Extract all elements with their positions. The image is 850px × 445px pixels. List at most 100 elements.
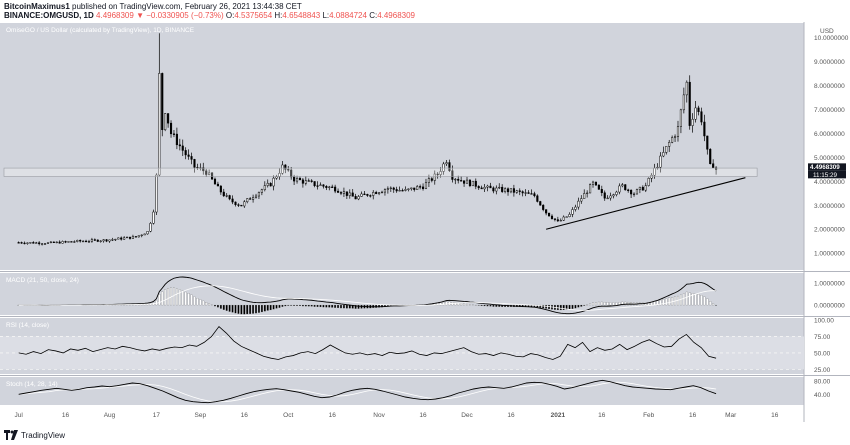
low-value: 4.0884724 [329, 11, 367, 20]
candle-body [26, 242, 29, 244]
candle-body [609, 195, 612, 199]
candle-body [17, 242, 20, 244]
rsi-pane-ytick-label: 100.00 [814, 317, 834, 324]
macd-histogram-bar [199, 299, 202, 306]
candle-body [167, 113, 170, 124]
candle-body [547, 212, 551, 217]
candle-body [621, 184, 624, 187]
candle-body [463, 180, 466, 184]
symbol-label: BINANCE:OMGUSD, 1D [4, 11, 94, 20]
macd-histogram-bar [187, 293, 190, 306]
macd-histogram-bar [580, 304, 583, 307]
macd-histogram-bar [293, 304, 296, 306]
x-axis-label: 16 [598, 412, 606, 419]
support-trendline [545, 177, 746, 230]
candle-body [489, 185, 492, 189]
macd-histogram-bar [340, 304, 342, 309]
macd-histogram-bar [545, 304, 548, 309]
candle-body [351, 192, 354, 197]
candle-body [586, 192, 589, 195]
rsi-pane-title: RSI (14, close) [6, 322, 49, 329]
macd-histogram-bar [214, 304, 216, 307]
macd-histogram-bar [562, 304, 565, 310]
macd-histogram-bar [175, 288, 178, 306]
candle-body [612, 194, 615, 197]
macd-histogram-bar [319, 304, 322, 308]
footer: TradingView [4, 430, 65, 440]
candle-body [275, 176, 278, 179]
candle-body [688, 81, 691, 126]
macd-histogram-bar [287, 304, 290, 306]
x-axis-label: Aug [104, 412, 116, 419]
candle-body [328, 186, 331, 188]
candle-body [269, 182, 272, 187]
macd-pane-title: MACD (21, 50, close, 24) [6, 277, 79, 284]
candle-body [380, 191, 384, 194]
candle-body [407, 188, 410, 190]
candle-body [471, 180, 474, 187]
macd-histogram-bar [454, 302, 457, 306]
macd-histogram-bar [647, 302, 650, 306]
candle-body [410, 187, 413, 190]
macd-histogram-bar [240, 304, 243, 315]
rsi-pane-ytick-label: 75.00 [814, 334, 831, 341]
macd-histogram-bar [559, 304, 562, 311]
countdown-tag [808, 170, 846, 179]
macd-histogram-bar [234, 304, 237, 314]
macd-histogram-bar [694, 293, 697, 306]
candle-body [676, 126, 680, 137]
candle-body [260, 189, 263, 193]
candle-body [354, 196, 357, 200]
price-pane-ytick-label: 10.0000000 [814, 35, 849, 42]
macd-histogram-bar [606, 302, 609, 306]
candle-body [316, 185, 319, 187]
author-name[interactable]: BitcoinMaximus1 [4, 2, 70, 11]
candle-body [550, 215, 554, 219]
candle-body [193, 159, 196, 168]
candle-body [715, 167, 718, 170]
candle-body [178, 144, 181, 147]
candle-body [257, 192, 261, 197]
macd-histogram-bar [178, 289, 181, 306]
candle-body [237, 204, 240, 206]
candle-body [624, 184, 627, 191]
macd-histogram-bar [208, 303, 211, 306]
candle-body [389, 187, 392, 190]
candle-body [205, 170, 208, 175]
tradingview-brand[interactable]: TradingView [21, 430, 66, 440]
stoch-d-line [18, 381, 717, 403]
candle-body [43, 243, 47, 245]
x-axis-label: Mar [725, 412, 737, 419]
last-price-tag-label: 4.4968309 [810, 164, 840, 171]
candle-body [603, 192, 606, 199]
candle-body [539, 201, 542, 206]
candle-body [128, 236, 132, 239]
macd-histogram-bar [269, 304, 272, 311]
trading-chart[interactable]: 10.0000000 9.0000000 8.0000000 7.0000000 6.0… [0, 22, 850, 427]
macd-histogram-bar [304, 304, 307, 307]
candles-group [17, 33, 718, 246]
macd-histogram-bar [375, 304, 378, 308]
macd-histogram [17, 287, 717, 315]
price-pane-ytick-label: 4.0000000 [814, 179, 845, 186]
macd-histogram-bar [205, 302, 208, 306]
candle-body [161, 73, 164, 131]
candle-body [398, 190, 401, 192]
macd-histogram-bar [483, 304, 486, 307]
candle-body [662, 152, 665, 157]
tradingview-logo-icon[interactable] [4, 430, 18, 440]
candle-body [222, 191, 225, 197]
macd-histogram-bar [565, 304, 568, 310]
candle-body [243, 201, 246, 207]
candle-body [181, 145, 184, 151]
close-label: C: [369, 11, 378, 20]
macd-histogram-bar [354, 304, 357, 309]
candle-body [419, 186, 422, 188]
macd-histogram-bar [225, 304, 228, 311]
macd-histogram-bar [682, 293, 685, 306]
candle-body [615, 191, 618, 195]
price-pane-ytick-label: 3.0000000 [814, 203, 845, 210]
candle-body [84, 240, 88, 243]
macd-histogram-bar [685, 291, 688, 306]
macd-histogram-bar [249, 304, 252, 314]
